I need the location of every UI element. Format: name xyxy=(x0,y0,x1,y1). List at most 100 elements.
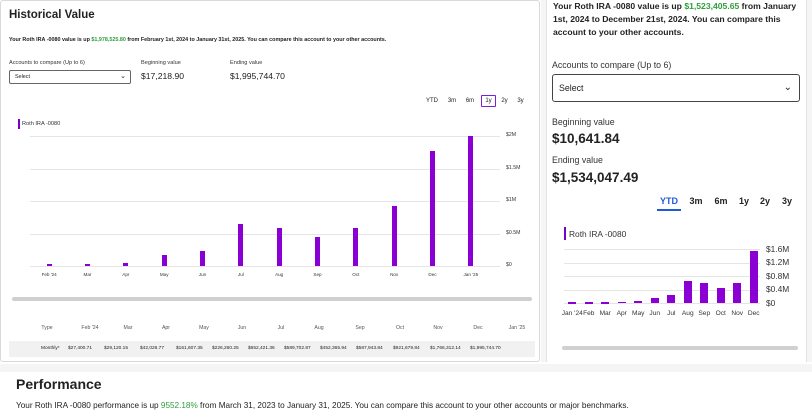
y-tick-label: $0.5M xyxy=(506,229,521,236)
ending-value: $1,995,744.70 xyxy=(230,71,285,81)
performance-prefix: Your Roth IRA -0080 performance is up xyxy=(16,401,161,410)
table-cell: $589,702.87 xyxy=(284,346,311,351)
bar xyxy=(85,264,90,266)
table-cell: $452,365.94 xyxy=(320,346,347,351)
gain-amount: $1,978,525.80 xyxy=(91,37,126,43)
bar xyxy=(584,302,593,304)
tab-6m[interactable]: 6m xyxy=(714,196,728,206)
table-column-header: Jun xyxy=(237,325,247,331)
bar xyxy=(46,264,52,266)
section-divider xyxy=(0,364,812,372)
gridline xyxy=(30,168,500,170)
select-value: Select xyxy=(15,74,30,80)
table-cell: $1,995,744.70 xyxy=(470,346,501,351)
y-tick-label: $0.8M xyxy=(766,270,790,281)
table-column-header: Apr xyxy=(161,325,171,331)
table-column-header: Jul xyxy=(277,325,285,331)
table-column-header: Aug xyxy=(314,325,324,331)
bar xyxy=(200,251,205,266)
gridline xyxy=(564,276,760,277)
tab-3y[interactable]: 3y xyxy=(781,196,792,206)
x-tick-label: Mar xyxy=(83,272,92,277)
table-cell: $652,421.36 xyxy=(248,346,275,351)
x-tick-label: Jun xyxy=(649,310,661,317)
y-tick-label: $0 xyxy=(766,297,776,308)
right-ending-value: $1,534,047.49 xyxy=(552,170,639,185)
table-column-header: Nov xyxy=(433,325,443,331)
bar xyxy=(276,227,282,266)
table-cell: $29,120.15 xyxy=(104,346,129,351)
performance-suffix: from March 31, 2023 to January 31, 2025.… xyxy=(197,401,629,410)
x-tick-label: Nov xyxy=(390,272,399,277)
right-compare-label: Accounts to compare (Up to 6) xyxy=(552,60,672,70)
y-tick-label: $0 xyxy=(506,262,512,269)
bar xyxy=(716,287,725,303)
tab-2y[interactable]: 2y xyxy=(759,196,770,206)
x-tick-label: Mar xyxy=(599,310,611,317)
tab-ytd[interactable]: YTD xyxy=(426,98,438,104)
x-tick-label: Sep xyxy=(313,272,322,277)
compare-select[interactable]: Select ⌄ xyxy=(9,70,131,84)
x-tick-label: Oct xyxy=(352,272,360,277)
tab-2y[interactable]: 2y xyxy=(501,98,508,104)
right-panel xyxy=(546,0,807,362)
gridline xyxy=(564,249,760,250)
beginning-value-label: Beginning value xyxy=(141,60,181,66)
bar xyxy=(430,151,435,266)
table-column-header: Mar xyxy=(123,325,133,331)
right-legend-label: Roth IRA -0080 xyxy=(569,229,627,239)
y-tick-label: $1.6M xyxy=(766,243,790,254)
y-tick-label: $1.2M xyxy=(766,257,790,268)
x-tick-label: Apr xyxy=(122,272,130,277)
right-summary: Your Roth IRA -0080 value is up $1,523,4… xyxy=(553,0,803,39)
tab-3y[interactable]: 3y xyxy=(517,98,524,104)
y-tick-label: $1.5M xyxy=(506,164,521,171)
x-tick-label: Nov xyxy=(731,310,744,317)
bar xyxy=(617,301,626,304)
right-panel-bg xyxy=(541,0,812,362)
bar xyxy=(683,280,692,303)
tab-6m[interactable]: 6m xyxy=(465,98,475,104)
x-tick-label: Dec xyxy=(428,272,437,277)
summary-prefix: Your Roth IRA -0080 value is up xyxy=(9,37,92,43)
table-cell: $587,943.84 xyxy=(356,346,383,351)
historical-value-summary: Your Roth IRA -0080 value is up $1,978,5… xyxy=(9,37,386,43)
bar xyxy=(650,297,659,303)
right-summary-suffix: from January 1st, 2024 to December 21st,… xyxy=(553,1,797,37)
performance-summary: Your Roth IRA -0080 performance is up 95… xyxy=(16,401,629,410)
compare-label: Accounts to compare (Up to 6) xyxy=(9,60,85,66)
beginning-value: $17,218.90 xyxy=(141,71,185,81)
x-tick-label: Feb '24 xyxy=(41,272,57,277)
chevron-down-icon: ⌄ xyxy=(783,82,792,93)
right-compare-select[interactable]: Select ⌄ xyxy=(552,74,800,102)
x-tick-label: Jul xyxy=(667,310,676,317)
tab-1y[interactable]: 1y xyxy=(738,196,749,206)
table-cell: $27,400.71 xyxy=(68,346,93,351)
bar xyxy=(391,206,397,266)
gridline xyxy=(30,266,500,267)
table-column-header: May xyxy=(199,325,209,331)
tab-1y[interactable]: 1y xyxy=(481,95,496,107)
chart-scrollbar[interactable] xyxy=(12,297,532,301)
tab-3m[interactable]: 3m xyxy=(447,98,457,104)
x-tick-label: Jan '24 xyxy=(561,310,583,317)
gridline xyxy=(30,136,500,137)
summary-suffix: from February 1st, 2024 to January 31st,… xyxy=(125,37,387,43)
legend-label: Roth IRA -0080 xyxy=(22,121,61,127)
right-chart-scrollbar[interactable] xyxy=(562,346,798,350)
right-beginning-label: Beginning value xyxy=(552,117,615,127)
bar xyxy=(667,295,676,303)
x-tick-label: Jul xyxy=(237,272,244,277)
bar xyxy=(601,302,610,304)
table-row-label: Monthly* xyxy=(41,346,60,351)
bar xyxy=(733,283,742,303)
tab-ytd[interactable]: YTD xyxy=(657,196,681,211)
tab-3m[interactable]: 3m xyxy=(689,196,703,206)
bar xyxy=(238,223,244,266)
x-tick-label: May xyxy=(159,272,169,277)
table-column-header: Jan '25 xyxy=(508,325,526,331)
gridline xyxy=(30,233,500,235)
legend-swatch xyxy=(18,119,20,129)
y-tick-label: $1M xyxy=(506,197,517,204)
x-tick-label: Sep xyxy=(698,310,711,317)
